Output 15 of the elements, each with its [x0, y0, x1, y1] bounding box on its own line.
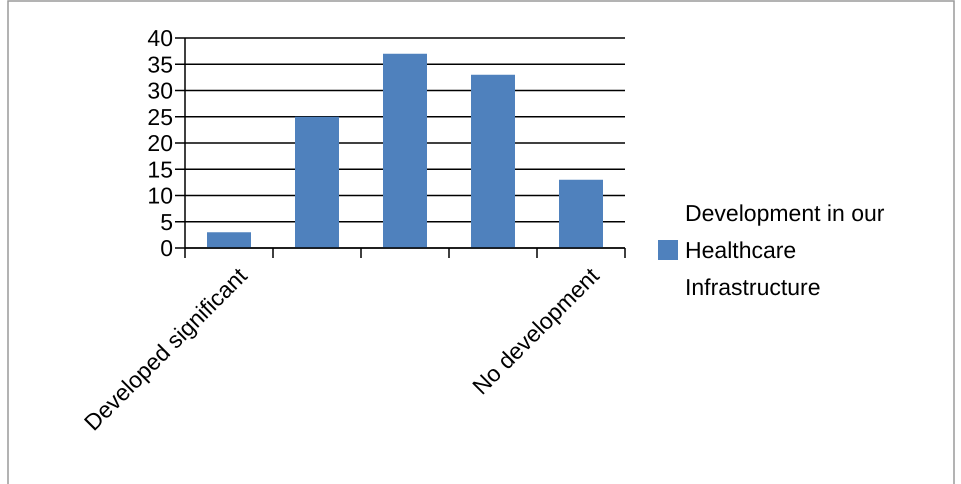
y-tick-label: 25: [147, 104, 173, 130]
bar: [207, 232, 251, 248]
legend-label: Development in our Healthcare Infrastructure: [685, 200, 885, 300]
y-tick-label: 0: [160, 235, 173, 262]
bar: [559, 180, 603, 248]
y-tick-label: 15: [147, 156, 173, 182]
y-tick-label: 40: [147, 25, 173, 52]
bar: [295, 116, 339, 248]
y-tick-label: 10: [147, 182, 173, 209]
y-tick-label: 5: [160, 208, 173, 235]
y-tick-label: 35: [147, 51, 173, 78]
y-tick-label: 20: [147, 130, 173, 156]
y-tick-label: 30: [147, 78, 173, 104]
bar: [383, 54, 427, 248]
bar: [471, 74, 515, 248]
